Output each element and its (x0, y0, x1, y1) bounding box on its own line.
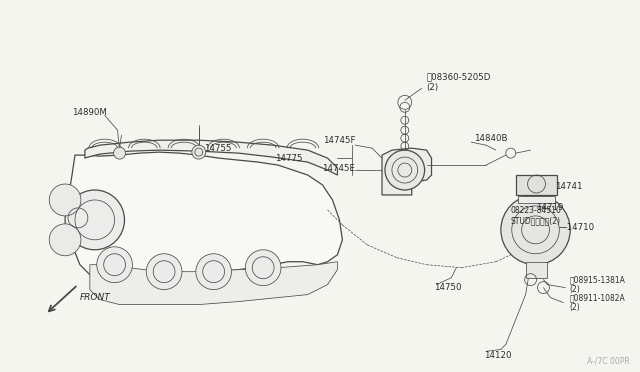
Text: —14710: —14710 (558, 223, 595, 232)
Text: 14750: 14750 (435, 283, 462, 292)
Circle shape (97, 247, 132, 283)
Text: FRONT: FRONT (80, 293, 111, 302)
Text: Ⓛ08911-1082A
(2): Ⓛ08911-1082A (2) (569, 293, 625, 312)
Polygon shape (516, 175, 557, 195)
Polygon shape (68, 152, 342, 285)
Text: 14890M: 14890M (72, 108, 107, 117)
Text: 14120: 14120 (484, 351, 511, 360)
Text: 14719: 14719 (536, 203, 563, 212)
Text: 14745E: 14745E (323, 164, 355, 173)
Text: 14745F: 14745F (323, 136, 355, 145)
Circle shape (49, 224, 81, 256)
Text: 14775: 14775 (275, 154, 303, 163)
Circle shape (65, 190, 125, 250)
Circle shape (114, 147, 125, 159)
Circle shape (192, 145, 205, 159)
Polygon shape (525, 262, 547, 278)
Polygon shape (90, 262, 337, 305)
Text: 14741: 14741 (556, 182, 583, 190)
Circle shape (147, 254, 182, 290)
Text: 14755: 14755 (204, 144, 231, 153)
Polygon shape (85, 140, 337, 175)
Polygon shape (518, 196, 556, 203)
Circle shape (196, 254, 232, 290)
Text: 08223-84510
STUDスタッド(2): 08223-84510 STUDスタッド(2) (511, 206, 562, 225)
Text: Ⓝ08360-5205D
(2): Ⓝ08360-5205D (2) (427, 73, 491, 92)
Circle shape (501, 195, 570, 265)
Circle shape (245, 250, 281, 286)
Text: Ⓜ08915-1381A
(2): Ⓜ08915-1381A (2) (569, 275, 625, 294)
Circle shape (49, 184, 81, 216)
Polygon shape (382, 148, 431, 195)
Text: 14840B: 14840B (474, 134, 508, 143)
Circle shape (385, 150, 424, 190)
Text: A-/7C 00PR: A-/7C 00PR (587, 356, 630, 365)
